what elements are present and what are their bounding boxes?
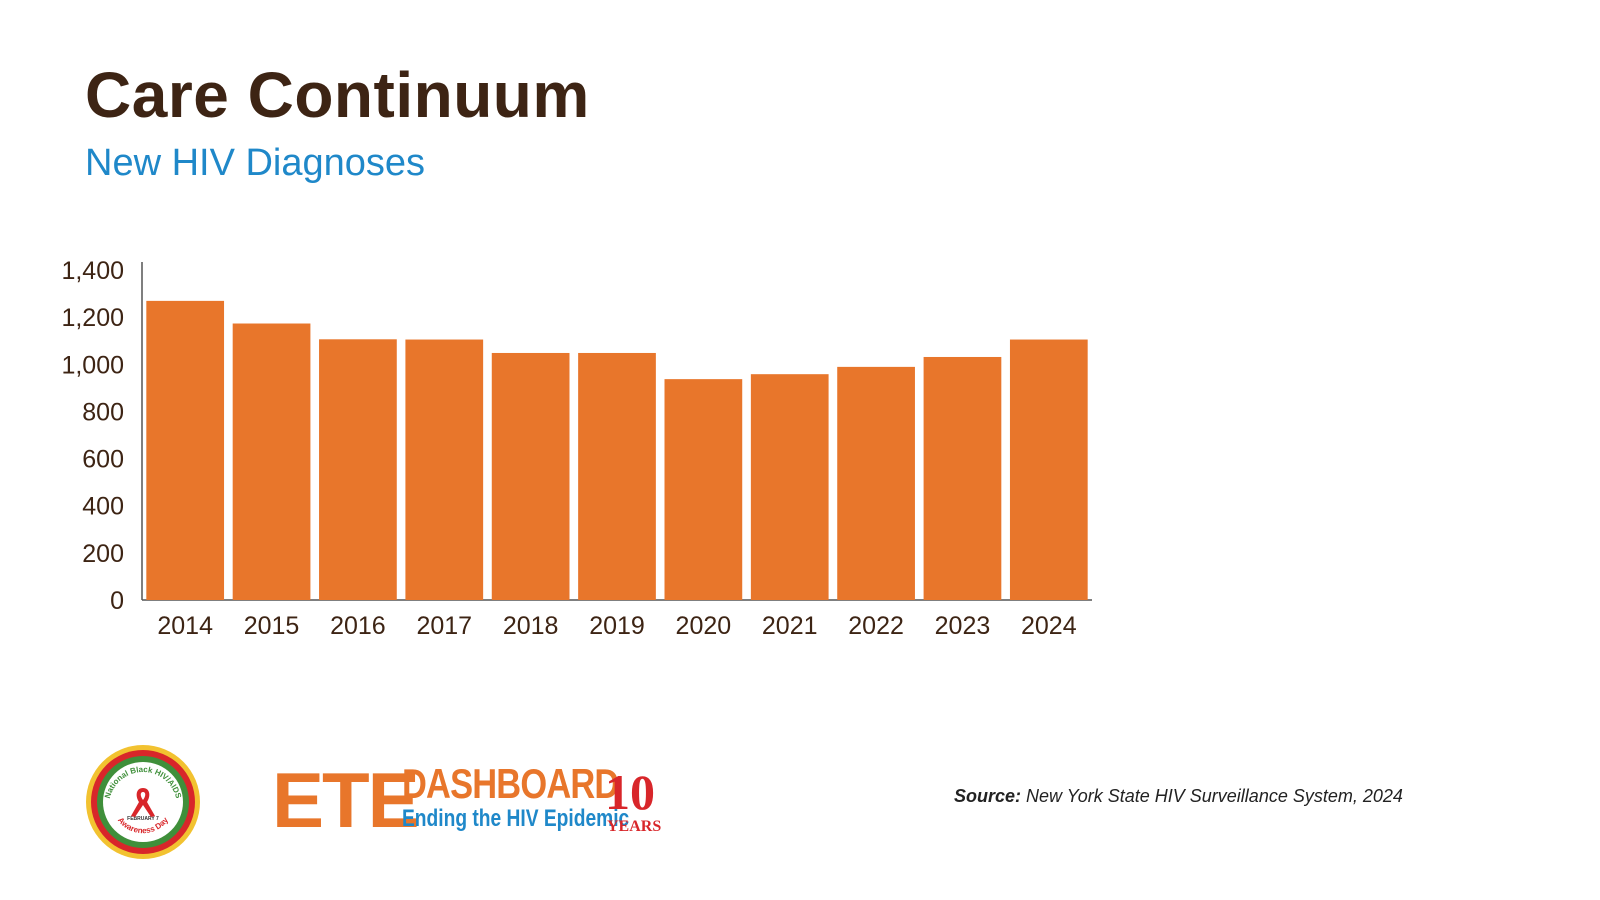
ten-years-number: 10 <box>605 764 655 820</box>
x-tick-label: 2018 <box>503 612 559 640</box>
y-tick-label: 800 <box>82 398 124 426</box>
ete-logo-dashboard: DASHBOARD <box>402 760 619 807</box>
source-note: Source: New York State HIV Surveillance … <box>954 786 1403 807</box>
y-tick-label: 1,400 <box>61 257 124 285</box>
bar-2023 <box>923 356 1002 600</box>
bar-2018 <box>491 352 570 600</box>
x-tick-label: 2022 <box>848 612 904 640</box>
x-tick-label: 2016 <box>330 612 386 640</box>
x-tick-label: 2023 <box>935 612 991 640</box>
y-tick-label: 1,000 <box>61 351 124 379</box>
x-tick-label: 2014 <box>157 612 213 640</box>
page-title: Care Continuum <box>85 59 590 131</box>
bar-2016 <box>319 339 397 600</box>
x-tick-label: 2017 <box>416 612 472 640</box>
bar-2022 <box>837 366 915 600</box>
bar-2019 <box>578 352 656 600</box>
bar-chart: 0 200 400 600 800 1,000 1,200 1,400 2014 2015 2016… <box>61 257 1092 640</box>
source-text: New York State HIV Surveillance System, … <box>1026 786 1403 806</box>
ten-years-label: YEARS <box>607 818 662 835</box>
source-label: Source: <box>954 786 1022 806</box>
bar-2020 <box>664 379 743 600</box>
y-tick-label: 200 <box>82 540 124 568</box>
ten-years-logo: 10 YEARS <box>605 766 675 846</box>
x-tick-label: 2021 <box>762 612 818 640</box>
x-tick-label: 2020 <box>676 612 732 640</box>
x-tick-label: 2019 <box>589 612 645 640</box>
page-subtitle: New HIV Diagnoses <box>85 142 426 184</box>
bar-2024 <box>1009 339 1088 600</box>
seal-text-middle: FEBRUARY 7 <box>127 816 159 822</box>
y-tick-label: 400 <box>82 493 124 521</box>
red-ribbon-icon <box>131 788 155 817</box>
bar-2021 <box>750 374 829 600</box>
x-tick-label: 2015 <box>244 612 300 640</box>
bar-2015 <box>232 323 311 600</box>
y-tick-label: 600 <box>82 446 124 474</box>
bar-2014 <box>146 300 225 600</box>
ete-logo-tagline: Ending the HIV Epidemic <box>402 805 630 832</box>
awareness-day-seal-logo: National Black HIV/AIDS Awareness Day FE… <box>86 745 200 859</box>
y-tick-label: 1,200 <box>61 304 124 332</box>
bar-2017 <box>405 339 484 600</box>
y-tick-label: 0 <box>110 587 124 615</box>
ete-dashboard-logo: ETE DASHBOARD Ending the HIV Epidemic <box>272 760 672 850</box>
ete-logo-letters: ETE <box>272 756 420 844</box>
x-tick-label: 2024 <box>1021 612 1077 640</box>
